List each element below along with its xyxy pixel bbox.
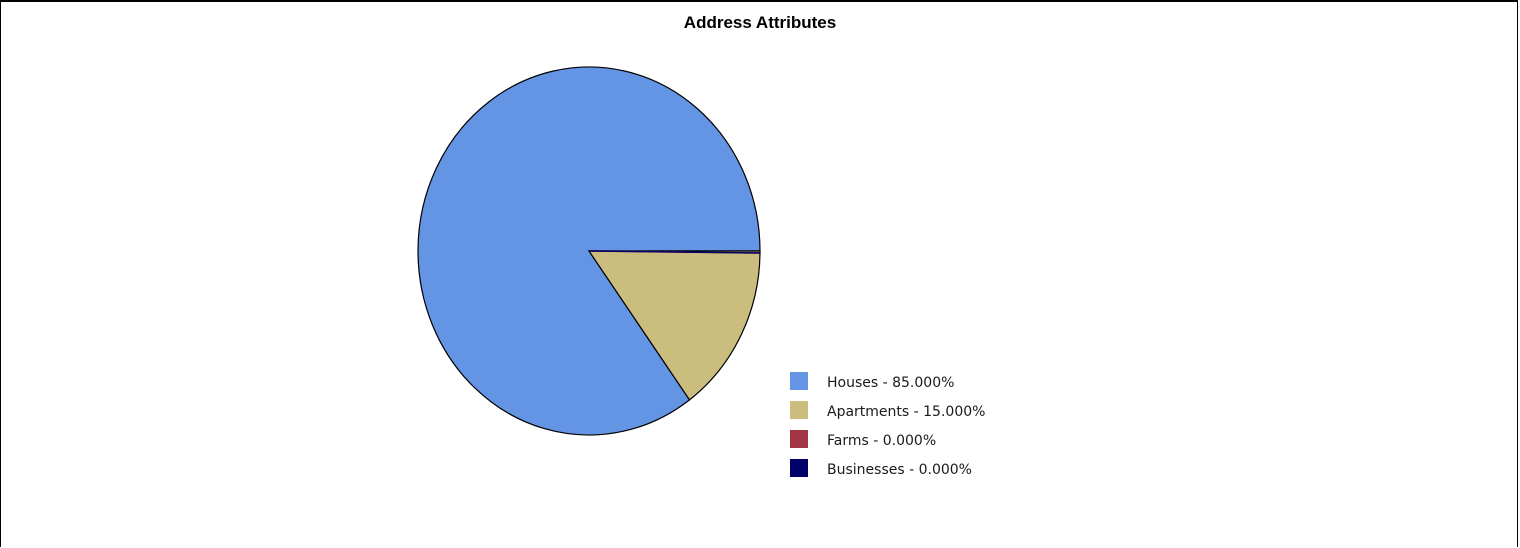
legend-label-houses: Houses - 85.000% xyxy=(827,375,954,391)
pie-slice-apartments xyxy=(587,250,761,401)
chart-title: Address Attributes xyxy=(683,13,837,32)
legend-swatch-apartments xyxy=(790,401,808,419)
legend-label-apartments: Apartments - 15.000% xyxy=(827,404,985,420)
legend-swatch-businesses xyxy=(790,459,808,477)
legend-label-businesses: Businesses - 0.000% xyxy=(827,462,972,478)
pie-slices xyxy=(417,66,761,436)
legend: Houses - 85.000% Apartments - 15.000% Farm… xyxy=(790,372,985,478)
pie-slice-businesses xyxy=(588,250,761,254)
legend-swatch-houses xyxy=(790,372,808,390)
legend-swatch-farms xyxy=(790,430,808,448)
legend-label-farms: Farms - 0.000% xyxy=(827,433,936,449)
